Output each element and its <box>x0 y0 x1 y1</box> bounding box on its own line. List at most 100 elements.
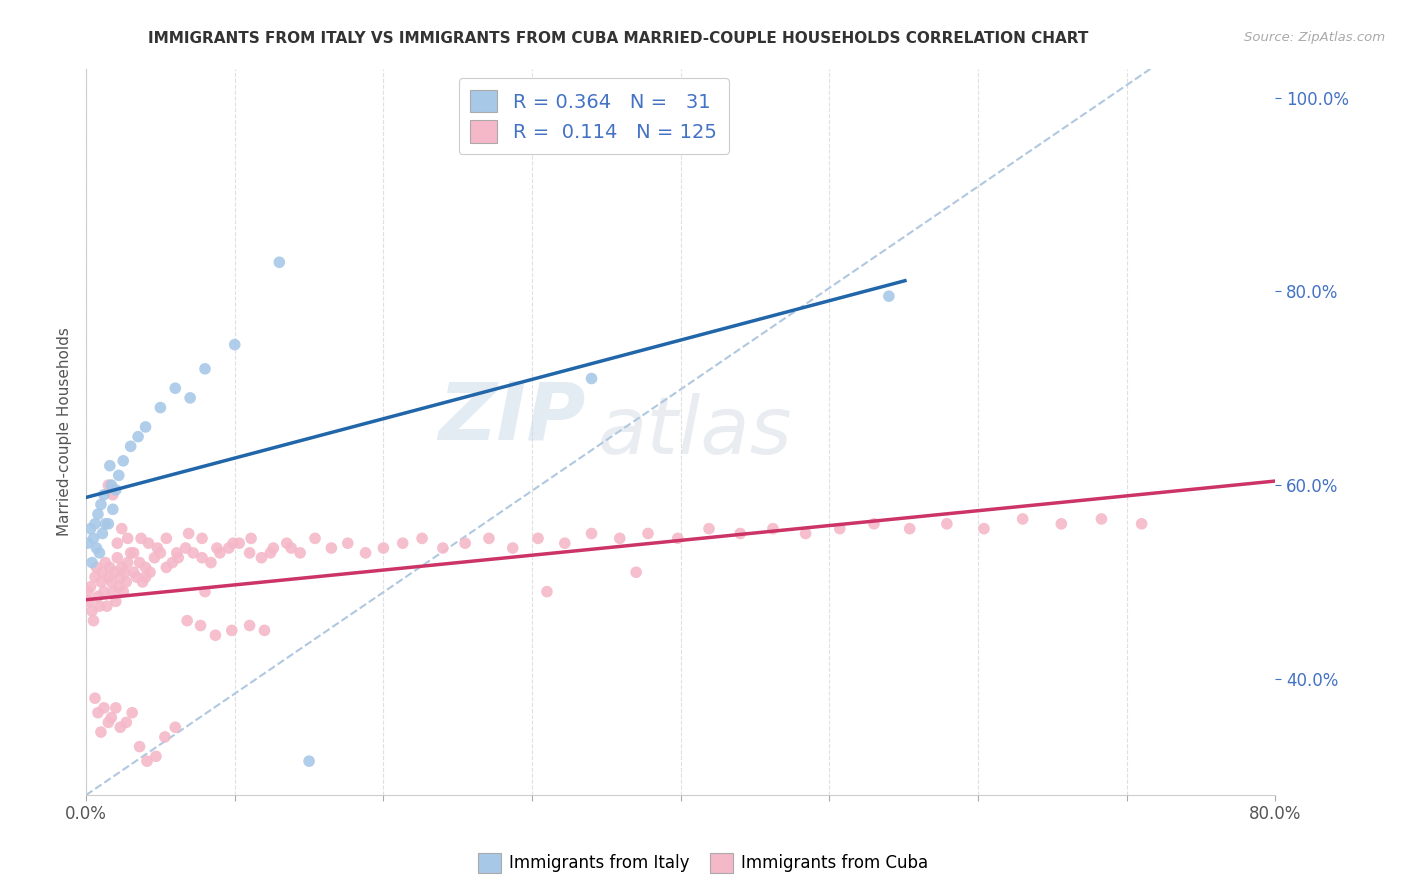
Point <box>269 255 291 269</box>
Point <box>98 560 121 574</box>
Point <box>87 507 110 521</box>
Point <box>1090 512 1112 526</box>
Point <box>288 546 311 560</box>
Point <box>253 624 276 638</box>
Point <box>973 522 995 536</box>
Point <box>153 730 176 744</box>
Point <box>107 468 129 483</box>
Point <box>83 532 105 546</box>
Point <box>91 526 114 541</box>
Point <box>93 584 115 599</box>
Point <box>115 715 138 730</box>
Point <box>174 541 197 555</box>
Point <box>87 706 110 720</box>
Point <box>112 584 135 599</box>
Point <box>194 584 217 599</box>
Point <box>100 478 122 492</box>
Point <box>728 526 751 541</box>
Point <box>104 701 127 715</box>
Point <box>86 541 108 555</box>
Point <box>321 541 343 555</box>
Point <box>128 556 150 570</box>
Point <box>155 532 177 546</box>
Legend: R = 0.364   N =   31, R =  0.114   N = 125: R = 0.364 N = 31, R = 0.114 N = 125 <box>458 78 728 154</box>
Point <box>117 556 139 570</box>
Point <box>104 483 127 497</box>
Point <box>527 532 550 546</box>
Point <box>101 584 124 599</box>
Point <box>240 532 263 546</box>
Point <box>90 574 112 589</box>
Point <box>179 391 201 405</box>
Point <box>110 570 132 584</box>
Text: IMMIGRANTS FROM ITALY VS IMMIGRANTS FROM CUBA MARRIED-COUPLE HOUSEHOLDS CORRELAT: IMMIGRANTS FROM ITALY VS IMMIGRANTS FROM… <box>149 31 1088 46</box>
Point <box>145 749 167 764</box>
Point <box>373 541 395 555</box>
Point <box>120 439 142 453</box>
Text: atlas: atlas <box>598 392 792 471</box>
Point <box>143 550 166 565</box>
Point <box>84 516 107 531</box>
Point <box>208 546 231 560</box>
Point <box>101 488 124 502</box>
Point <box>155 560 177 574</box>
Point <box>609 532 631 546</box>
Point <box>105 550 128 565</box>
Point <box>762 522 785 536</box>
Point <box>176 614 198 628</box>
Point <box>91 566 114 580</box>
Point <box>502 541 524 555</box>
Point <box>135 420 157 434</box>
Point <box>90 498 112 512</box>
Point <box>262 541 284 555</box>
Point <box>411 532 433 546</box>
Point <box>794 526 817 541</box>
Point <box>125 570 148 584</box>
Point <box>131 574 153 589</box>
Point <box>105 536 128 550</box>
Point <box>228 536 250 550</box>
Text: Source: ZipAtlas.com: Source: ZipAtlas.com <box>1244 31 1385 45</box>
Point <box>828 522 851 536</box>
Point <box>127 430 149 444</box>
Point <box>167 550 190 565</box>
Point <box>194 361 217 376</box>
Point <box>298 754 321 768</box>
Point <box>110 720 132 734</box>
Point <box>117 532 139 546</box>
Point <box>276 536 298 550</box>
Point <box>391 536 413 550</box>
Point <box>120 546 142 560</box>
Point <box>139 566 162 580</box>
Point <box>581 526 603 541</box>
Point <box>111 522 134 536</box>
Point <box>100 710 122 724</box>
Point <box>76 584 98 599</box>
Point <box>162 556 184 570</box>
Point <box>96 599 118 614</box>
Point <box>79 522 101 536</box>
Point <box>149 401 172 415</box>
Point <box>218 541 240 555</box>
Point <box>86 560 108 574</box>
Point <box>624 566 647 580</box>
Point <box>1130 516 1153 531</box>
Point <box>103 566 125 580</box>
Point <box>135 570 157 584</box>
Point <box>149 546 172 560</box>
Point <box>354 546 377 560</box>
Point <box>191 550 214 565</box>
Point <box>97 570 120 584</box>
Point <box>478 532 501 546</box>
Point <box>191 532 214 546</box>
Point <box>101 502 124 516</box>
Point <box>94 556 117 570</box>
Point <box>84 691 107 706</box>
Point <box>115 574 138 589</box>
Point <box>877 289 900 303</box>
Point <box>250 550 273 565</box>
Point <box>304 532 326 546</box>
Point <box>221 624 243 638</box>
Point <box>898 522 921 536</box>
Point <box>165 381 187 395</box>
